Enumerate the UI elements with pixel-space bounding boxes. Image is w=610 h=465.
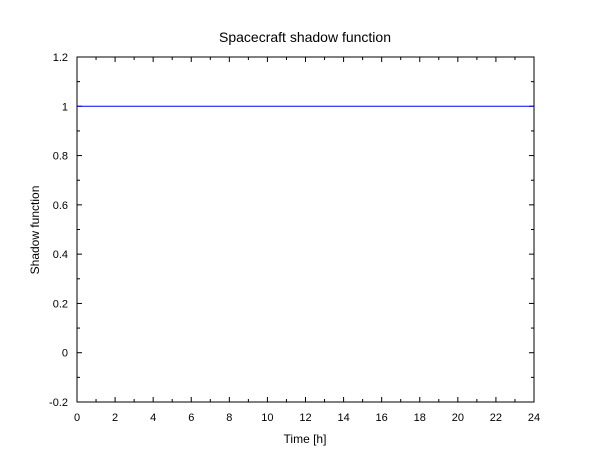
y-tick-label: 0.2 bbox=[53, 298, 68, 310]
y-axis-label: Shadow function bbox=[28, 186, 42, 275]
x-tick-label: 4 bbox=[150, 412, 156, 424]
y-tick-label: 1 bbox=[62, 101, 68, 113]
x-tick-label: 6 bbox=[188, 412, 194, 424]
y-axis-ticks: -0.2 0 0.2 0.4 0.6 0.8 1 1.2 bbox=[49, 52, 534, 409]
y-tick-label: 1.2 bbox=[53, 52, 68, 64]
plot-area bbox=[76, 56, 535, 403]
chart-title: Spacecraft shadow function bbox=[219, 29, 391, 45]
y-tick-label: 0.8 bbox=[53, 151, 68, 163]
y-tick-label: 0 bbox=[62, 348, 68, 360]
x-tick-label: 0 bbox=[74, 412, 80, 424]
x-tick-label: 14 bbox=[337, 412, 349, 424]
y-tick-label: 0.4 bbox=[53, 249, 68, 261]
x-tick-label: 2 bbox=[112, 412, 118, 424]
x-axis-ticks: 0 2 4 6 8 10 12 14 16 18 20 22 24 bbox=[74, 57, 540, 424]
x-tick-label: 16 bbox=[376, 412, 388, 424]
x-tick-label: 12 bbox=[299, 412, 311, 424]
x-tick-label: 20 bbox=[452, 412, 464, 424]
x-tick-label: 10 bbox=[261, 412, 273, 424]
y-tick-label: 0.6 bbox=[53, 200, 68, 212]
x-tick-label: 8 bbox=[226, 412, 232, 424]
x-tick-label: 24 bbox=[528, 412, 540, 424]
y-tick-label: -0.2 bbox=[49, 397, 68, 409]
x-tick-label: 22 bbox=[490, 412, 502, 424]
x-axis-label: Time [h] bbox=[284, 432, 327, 446]
x-tick-label: 18 bbox=[414, 412, 426, 424]
